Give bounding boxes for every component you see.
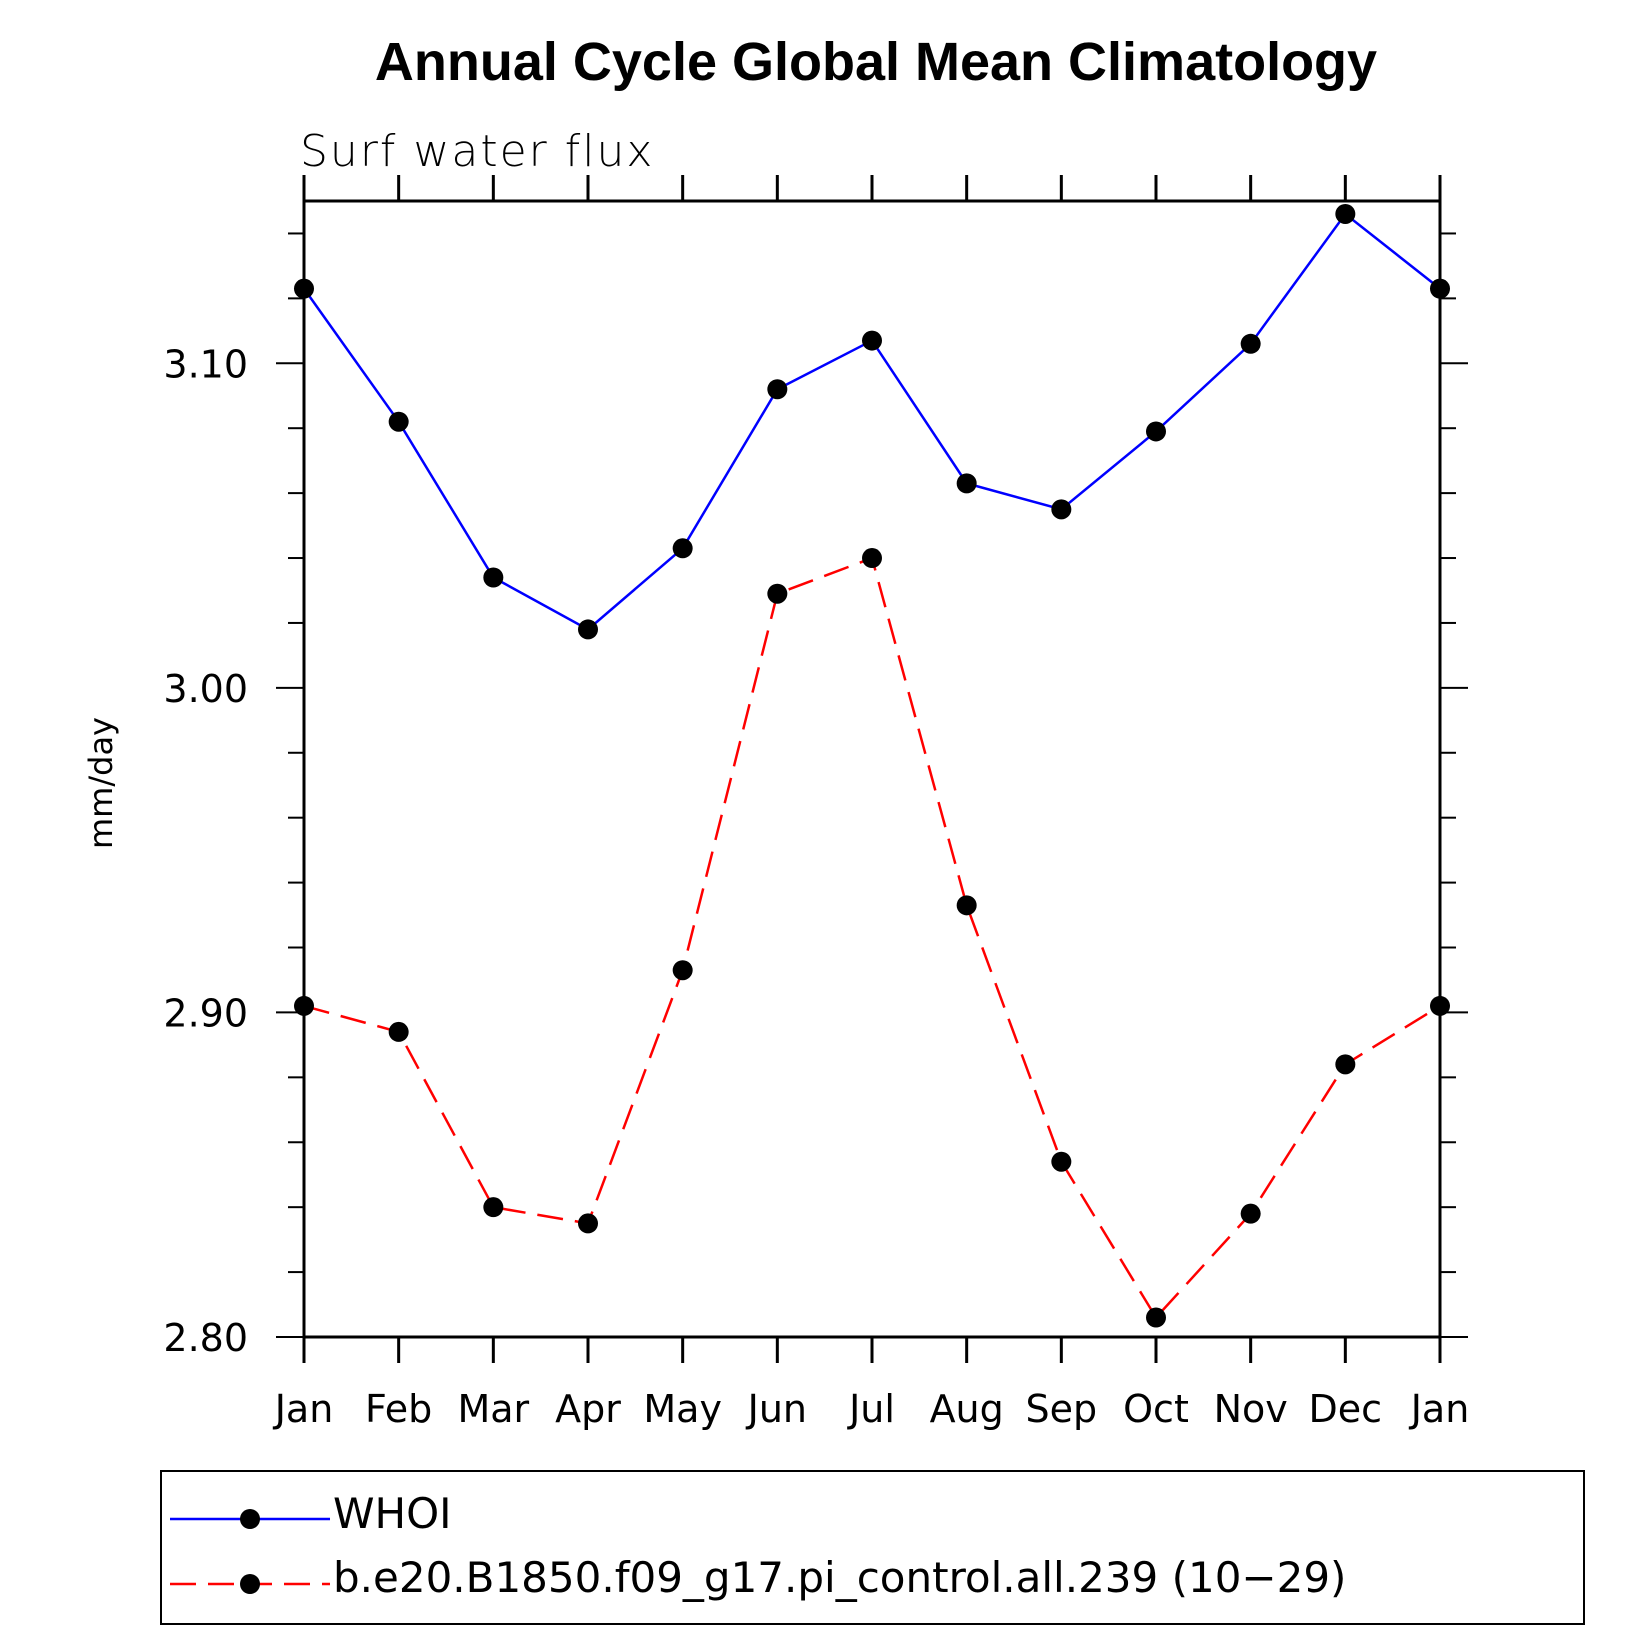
y-axis-label: mm/day	[82, 717, 120, 849]
data-point	[672, 538, 693, 559]
data-point	[767, 379, 788, 400]
data-point	[578, 619, 598, 640]
data-point	[956, 473, 977, 494]
data-point	[294, 278, 314, 299]
chart-title: Annual Cycle Global Mean Climatology	[375, 32, 1377, 92]
y-tick-labels: 2.80 2.90 3.00 3.10	[163, 342, 248, 1360]
x-tick-label: Oct	[1123, 1387, 1189, 1431]
data-point	[1240, 1203, 1261, 1224]
data-point	[483, 567, 504, 588]
data-point	[1335, 1054, 1356, 1075]
legend: WHOI b.e20.B1850.f09_g17.pi_control.all.…	[160, 1470, 1585, 1625]
x-tick-label: Nov	[1214, 1387, 1288, 1431]
data-point	[294, 995, 314, 1016]
legend-label-model: b.e20.B1850.f09_g17.pi_control.all.239 (…	[333, 1553, 1346, 1602]
x-tick-label: Sep	[1026, 1387, 1098, 1431]
data-point	[672, 960, 693, 981]
x-tick-label: Mar	[457, 1387, 529, 1431]
y-tick-label: 3.10	[163, 342, 248, 386]
x-tick-label: Aug	[930, 1387, 1004, 1431]
x-tick-label: Feb	[365, 1387, 432, 1431]
data-point	[1051, 499, 1072, 520]
chart-subtitle: Surf water flux	[300, 126, 654, 177]
data-point	[956, 895, 977, 916]
data-point	[388, 411, 409, 432]
y-tick-label: 2.80	[163, 1316, 248, 1360]
data-point	[1051, 1151, 1072, 1172]
legend-marker-0	[240, 1509, 260, 1529]
data-point	[388, 1021, 409, 1042]
data-point	[1430, 995, 1450, 1016]
data-point	[1240, 333, 1261, 354]
x-tick-label: Jun	[746, 1387, 807, 1431]
series-layer	[294, 203, 1450, 1328]
y-tick-label: 3.00	[163, 667, 248, 711]
x-tick-label: Jan	[273, 1387, 334, 1431]
legend-marks	[170, 1509, 330, 1594]
legend-marker-1	[240, 1574, 260, 1594]
data-point	[767, 583, 788, 604]
data-point	[1335, 203, 1356, 224]
x-tick-label: Jul	[847, 1387, 895, 1431]
data-point	[862, 330, 882, 351]
legend-label-whoi: WHOI	[333, 1489, 452, 1538]
data-point	[1146, 421, 1166, 442]
x-tick-label: Jan	[1409, 1387, 1470, 1431]
x-tick-label: Dec	[1309, 1387, 1383, 1431]
y-tick-label: 2.90	[163, 991, 248, 1035]
data-point	[862, 548, 882, 569]
x-tick-label: Apr	[555, 1387, 621, 1431]
legend-box	[160, 1470, 1585, 1625]
x-tick-labels: Jan Feb Mar Apr May Jun Jul Aug Sep Oct Nov Dec Jan	[273, 1387, 1470, 1431]
x-tick-label: May	[643, 1387, 722, 1431]
data-point	[1430, 278, 1450, 299]
data-point	[578, 1213, 598, 1234]
plot-frame	[302, 199, 1442, 1339]
data-point	[483, 1197, 504, 1218]
data-point	[1146, 1307, 1166, 1328]
series-line-1	[303, 556, 1441, 1320]
axis-ticks	[276, 175, 1468, 1363]
